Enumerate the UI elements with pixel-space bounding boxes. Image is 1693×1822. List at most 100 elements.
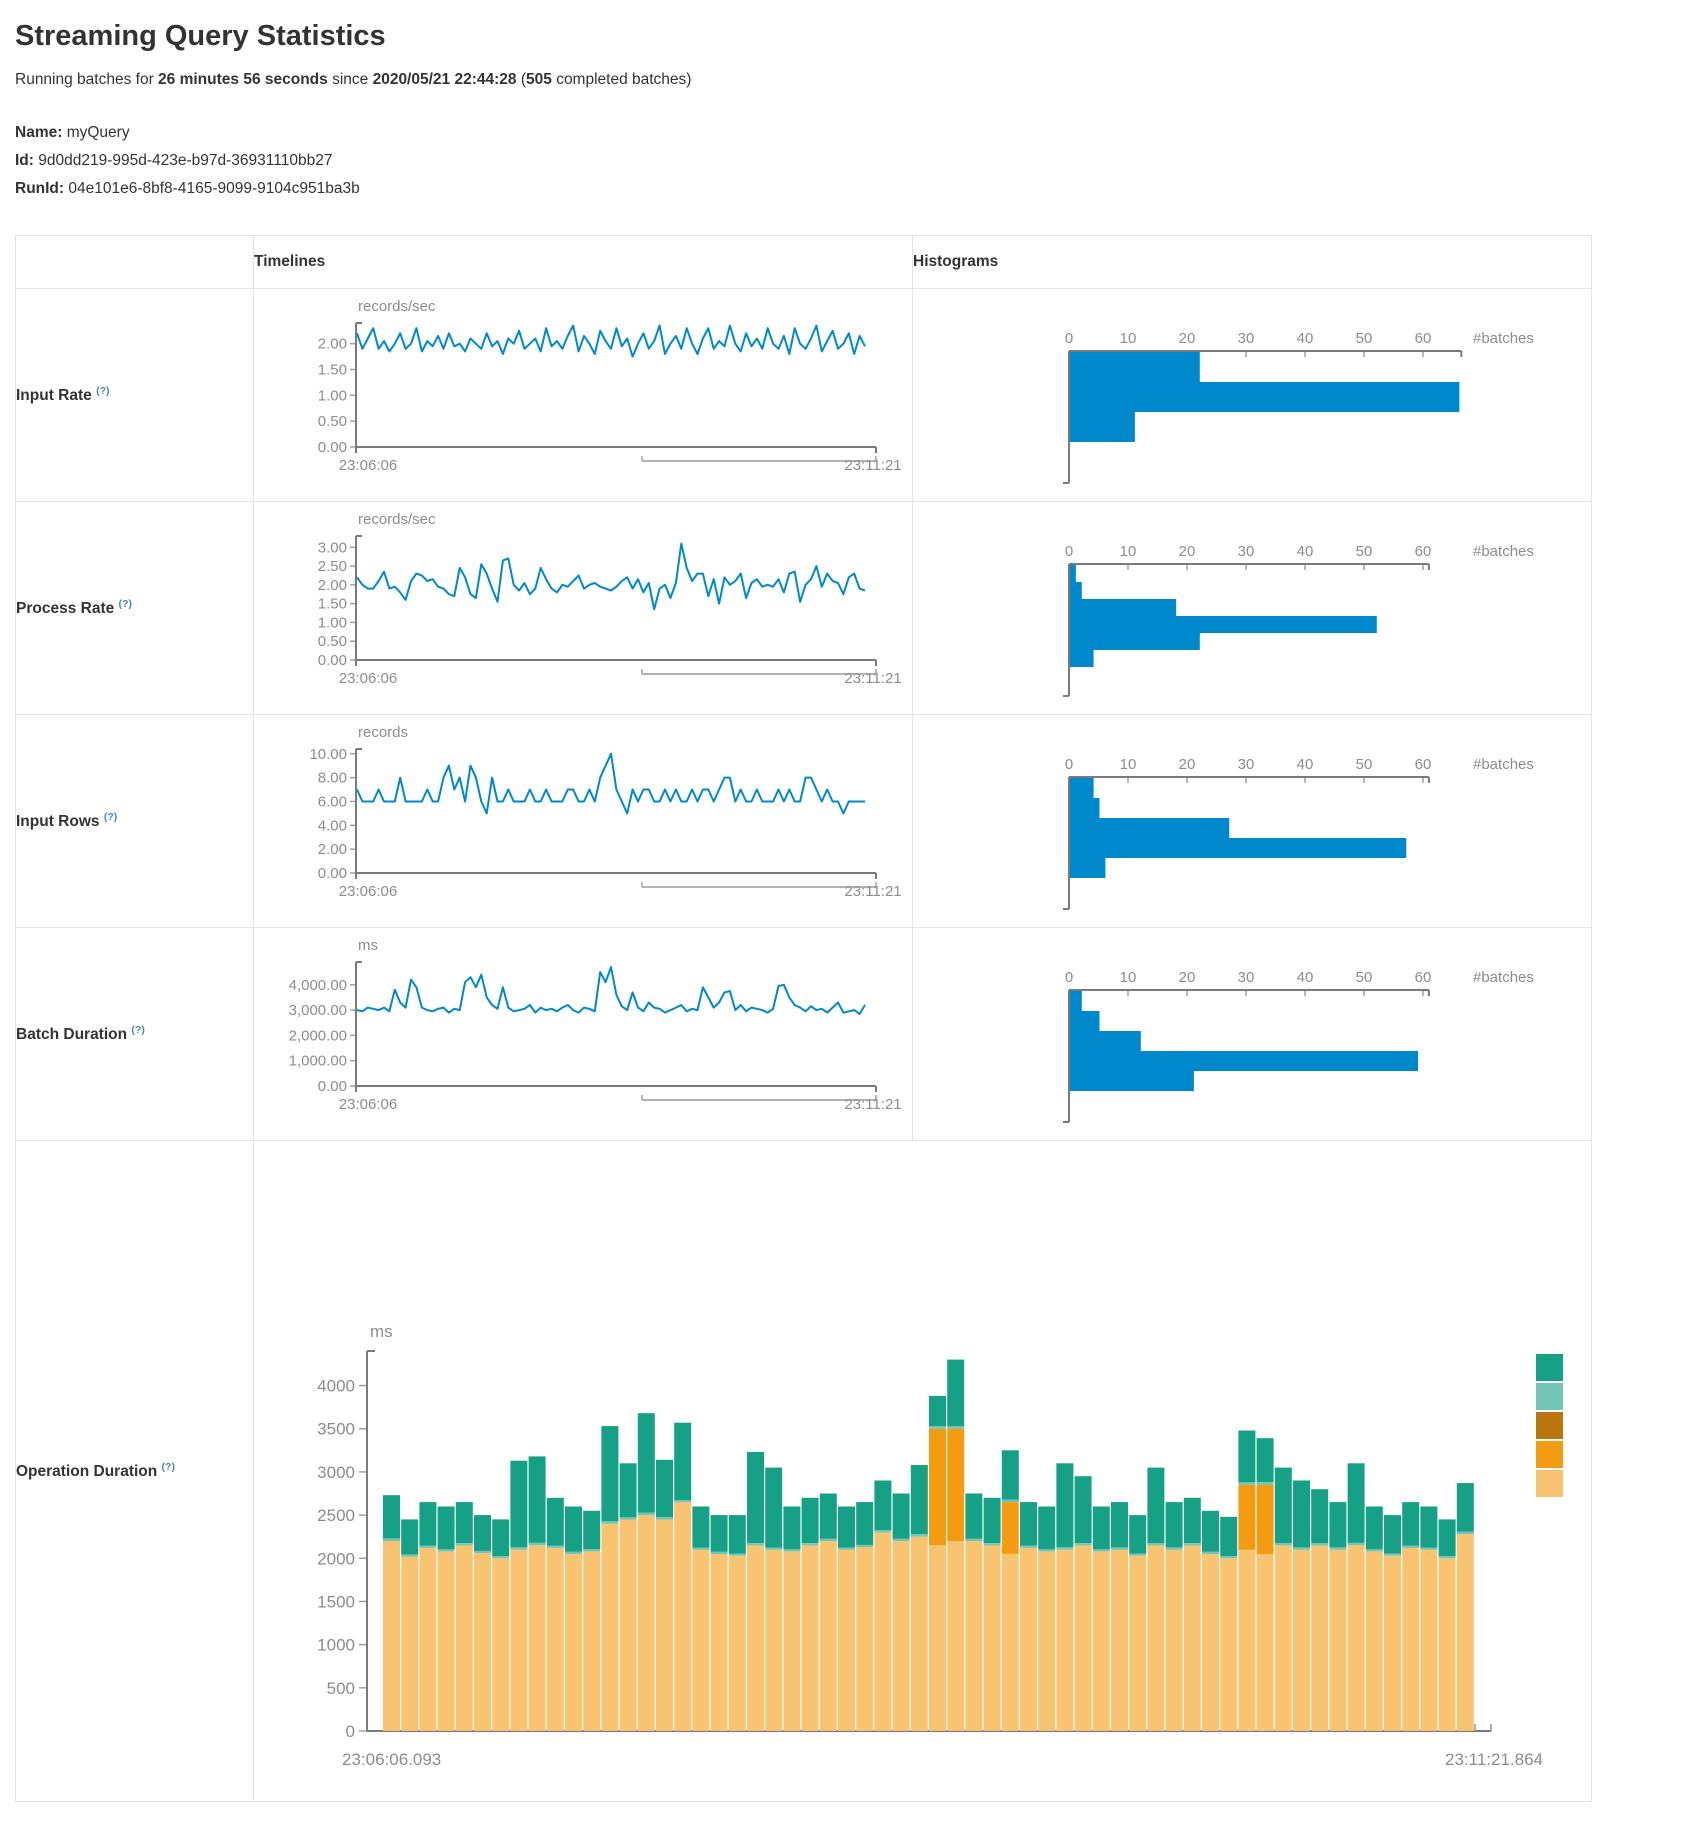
- stacked-bar-segment: [1365, 1548, 1383, 1552]
- stacked-bar-segment: [492, 1557, 510, 1731]
- query-name: myQuery: [66, 124, 130, 141]
- histogram-bar: [1070, 1070, 1194, 1091]
- svg-text:2,000.00: 2,000.00: [289, 1027, 347, 1044]
- histogram-bar: [1070, 837, 1407, 858]
- legend-swatch[interactable]: [1536, 1469, 1563, 1497]
- svg-text:0.00: 0.00: [318, 439, 347, 456]
- stacked-bar-segment: [1056, 1549, 1074, 1731]
- stacked-bar-segment: [1074, 1544, 1092, 1731]
- svg-text:23:11:21: 23:11:21: [844, 457, 901, 474]
- svg-text:23:06:06.093: 23:06:06.093: [342, 1750, 441, 1769]
- batch-duration-histogram-chart[interactable]: 0 10 20 30 40 50 60 #batches: [913, 928, 1591, 1140]
- input-rate-histogram-chart[interactable]: 0 10 20 30 40 50 60 #batches: [913, 289, 1591, 501]
- svg-text:30: 30: [1238, 543, 1255, 560]
- svg-text:23:11:21: 23:11:21: [844, 883, 901, 900]
- process-rate-timeline-chart[interactable]: records/sec 0.00 0.50 1.00 1.50 2.00 2.50 3.00 2…: [254, 502, 912, 714]
- timeline-series-line: [356, 965, 866, 1015]
- stacked-bar-segment: [910, 1464, 928, 1534]
- stacked-bar-segment: [929, 1425, 946, 1429]
- stacked-bar-segment: [1311, 1488, 1329, 1543]
- histogram-bar: [1070, 777, 1094, 798]
- legend-swatch[interactable]: [1536, 1440, 1563, 1468]
- stacked-bar-segment: [1147, 1544, 1165, 1731]
- stacked-bar-segment: [1420, 1547, 1438, 1550]
- stacked-bar-segment: [1456, 1533, 1474, 1731]
- stacked-bar-segment: [1293, 1547, 1310, 1550]
- table-row: Operation Duration (?) ms 0 500 1000 1500 200…: [15, 1139, 1592, 1802]
- svg-text:20: 20: [1179, 756, 1196, 773]
- operation-duration-help-icon[interactable]: (?): [161, 1460, 175, 1473]
- stacked-bar-segment: [1202, 1551, 1219, 1554]
- svg-text:500: 500: [327, 1678, 355, 1697]
- svg-text:ms: ms: [370, 1322, 393, 1341]
- svg-text:50: 50: [1356, 330, 1373, 347]
- process-rate-histogram-chart[interactable]: 0 10 20 30 40 50 60 #batches: [913, 502, 1591, 714]
- input-rate-help-icon[interactable]: (?): [96, 384, 110, 397]
- stacked-bar-segment: [1238, 1430, 1256, 1482]
- stacked-bar-segment: [1347, 1462, 1365, 1543]
- svg-text:10.00: 10.00: [309, 745, 347, 762]
- stacked-bar-segment: [1074, 1475, 1092, 1543]
- stacked-bar-segment: [474, 1514, 491, 1551]
- stacked-bar-segment: [474, 1552, 491, 1731]
- batches-open-paren: (: [520, 71, 526, 88]
- svg-text:60: 60: [1415, 330, 1432, 347]
- svg-text:2.50: 2.50: [318, 558, 347, 575]
- stacked-bar-segment: [1329, 1547, 1347, 1550]
- stacked-bar-segment: [528, 1542, 546, 1545]
- input-rate-timeline-chart[interactable]: records/sec 0.00 0.50 1.00 1.50 2.00 23:06:06 2…: [254, 289, 912, 501]
- batch-duration-help-icon[interactable]: (?): [131, 1023, 145, 1036]
- stacked-bar-segment: [874, 1480, 892, 1530]
- stacked-bar-segment: [1402, 1547, 1420, 1731]
- row-label-input-rows: Input Rows (?): [15, 713, 254, 928]
- row-label-process-rate: Process Rate (?): [15, 500, 254, 715]
- timelines-column-header: Timelines: [253, 234, 913, 289]
- stacked-bar-segment: [601, 1520, 619, 1524]
- stacked-bar-segment: [637, 1512, 655, 1515]
- stacked-bar-segment: [1293, 1549, 1310, 1731]
- legend-swatch[interactable]: [1536, 1411, 1563, 1439]
- stacked-bar-segment: [1274, 1467, 1292, 1543]
- histograms-column-header: Histograms: [912, 234, 1592, 289]
- stacked-bar-segment: [528, 1456, 546, 1543]
- stacked-bar-segment: [1293, 1480, 1310, 1548]
- stacked-bar-segment: [583, 1551, 601, 1731]
- operation-duration-chart[interactable]: ms 0 500 1000 1500 2000 2500 3000 3500 4000 23:06:…: [254, 1141, 1591, 1801]
- timeline-series-line: [356, 324, 866, 358]
- query-runid-row: RunId: 04e101e6-8bf8-4165-9099-9104c951b…: [15, 175, 1693, 203]
- svg-text:0: 0: [1065, 330, 1073, 347]
- stacked-bar-segment: [546, 1497, 564, 1546]
- svg-text:60: 60: [1415, 969, 1432, 986]
- stacked-bar-segment: [656, 1459, 673, 1517]
- legend-swatch[interactable]: [1536, 1382, 1563, 1410]
- svg-text:4.00: 4.00: [318, 817, 347, 834]
- stacked-bar-segment: [455, 1501, 473, 1543]
- input-rows-histogram-chart[interactable]: 0 10 20 30 40 50 60 #batches: [913, 715, 1591, 927]
- stacked-bar-segment: [1329, 1549, 1347, 1731]
- histogram-bar: [1070, 1050, 1419, 1071]
- stacked-bar-segment: [1402, 1501, 1420, 1546]
- legend-swatch[interactable]: [1536, 1353, 1563, 1381]
- svg-text:60: 60: [1415, 756, 1432, 773]
- batch-duration-timeline-chart[interactable]: ms 0.00 1,000.00 2,000.00 3,000.00 4,000.00 23…: [254, 928, 912, 1140]
- input-rows-timeline-chart[interactable]: records 0.00 2.00 4.00 6.00 8.00 10.00 23:06:06…: [254, 715, 912, 927]
- stacked-bar-segment: [1274, 1544, 1292, 1731]
- svg-text:1.00: 1.00: [318, 614, 347, 631]
- svg-text:10: 10: [1120, 543, 1137, 560]
- id-label: Id:: [15, 151, 34, 169]
- histogram-bar: [1070, 797, 1100, 818]
- stacked-bar-segment: [1438, 1557, 1456, 1731]
- stacked-bar-segment: [492, 1555, 510, 1558]
- stacked-bar-segment: [856, 1546, 874, 1731]
- histogram-bar: [1070, 411, 1135, 442]
- stacked-bar-segment: [710, 1551, 728, 1554]
- stacked-bar-segment: [892, 1493, 910, 1539]
- input-rows-help-icon[interactable]: (?): [103, 810, 118, 823]
- process-rate-help-icon[interactable]: (?): [118, 597, 132, 610]
- completed-batch-count: 505: [526, 71, 552, 88]
- stacked-bar-segment: [910, 1536, 928, 1731]
- svg-text:2.00: 2.00: [318, 841, 347, 858]
- stacked-bar-segment: [856, 1501, 874, 1545]
- stacked-bar-segment: [983, 1542, 1001, 1546]
- stacked-bar-segment: [1438, 1519, 1456, 1556]
